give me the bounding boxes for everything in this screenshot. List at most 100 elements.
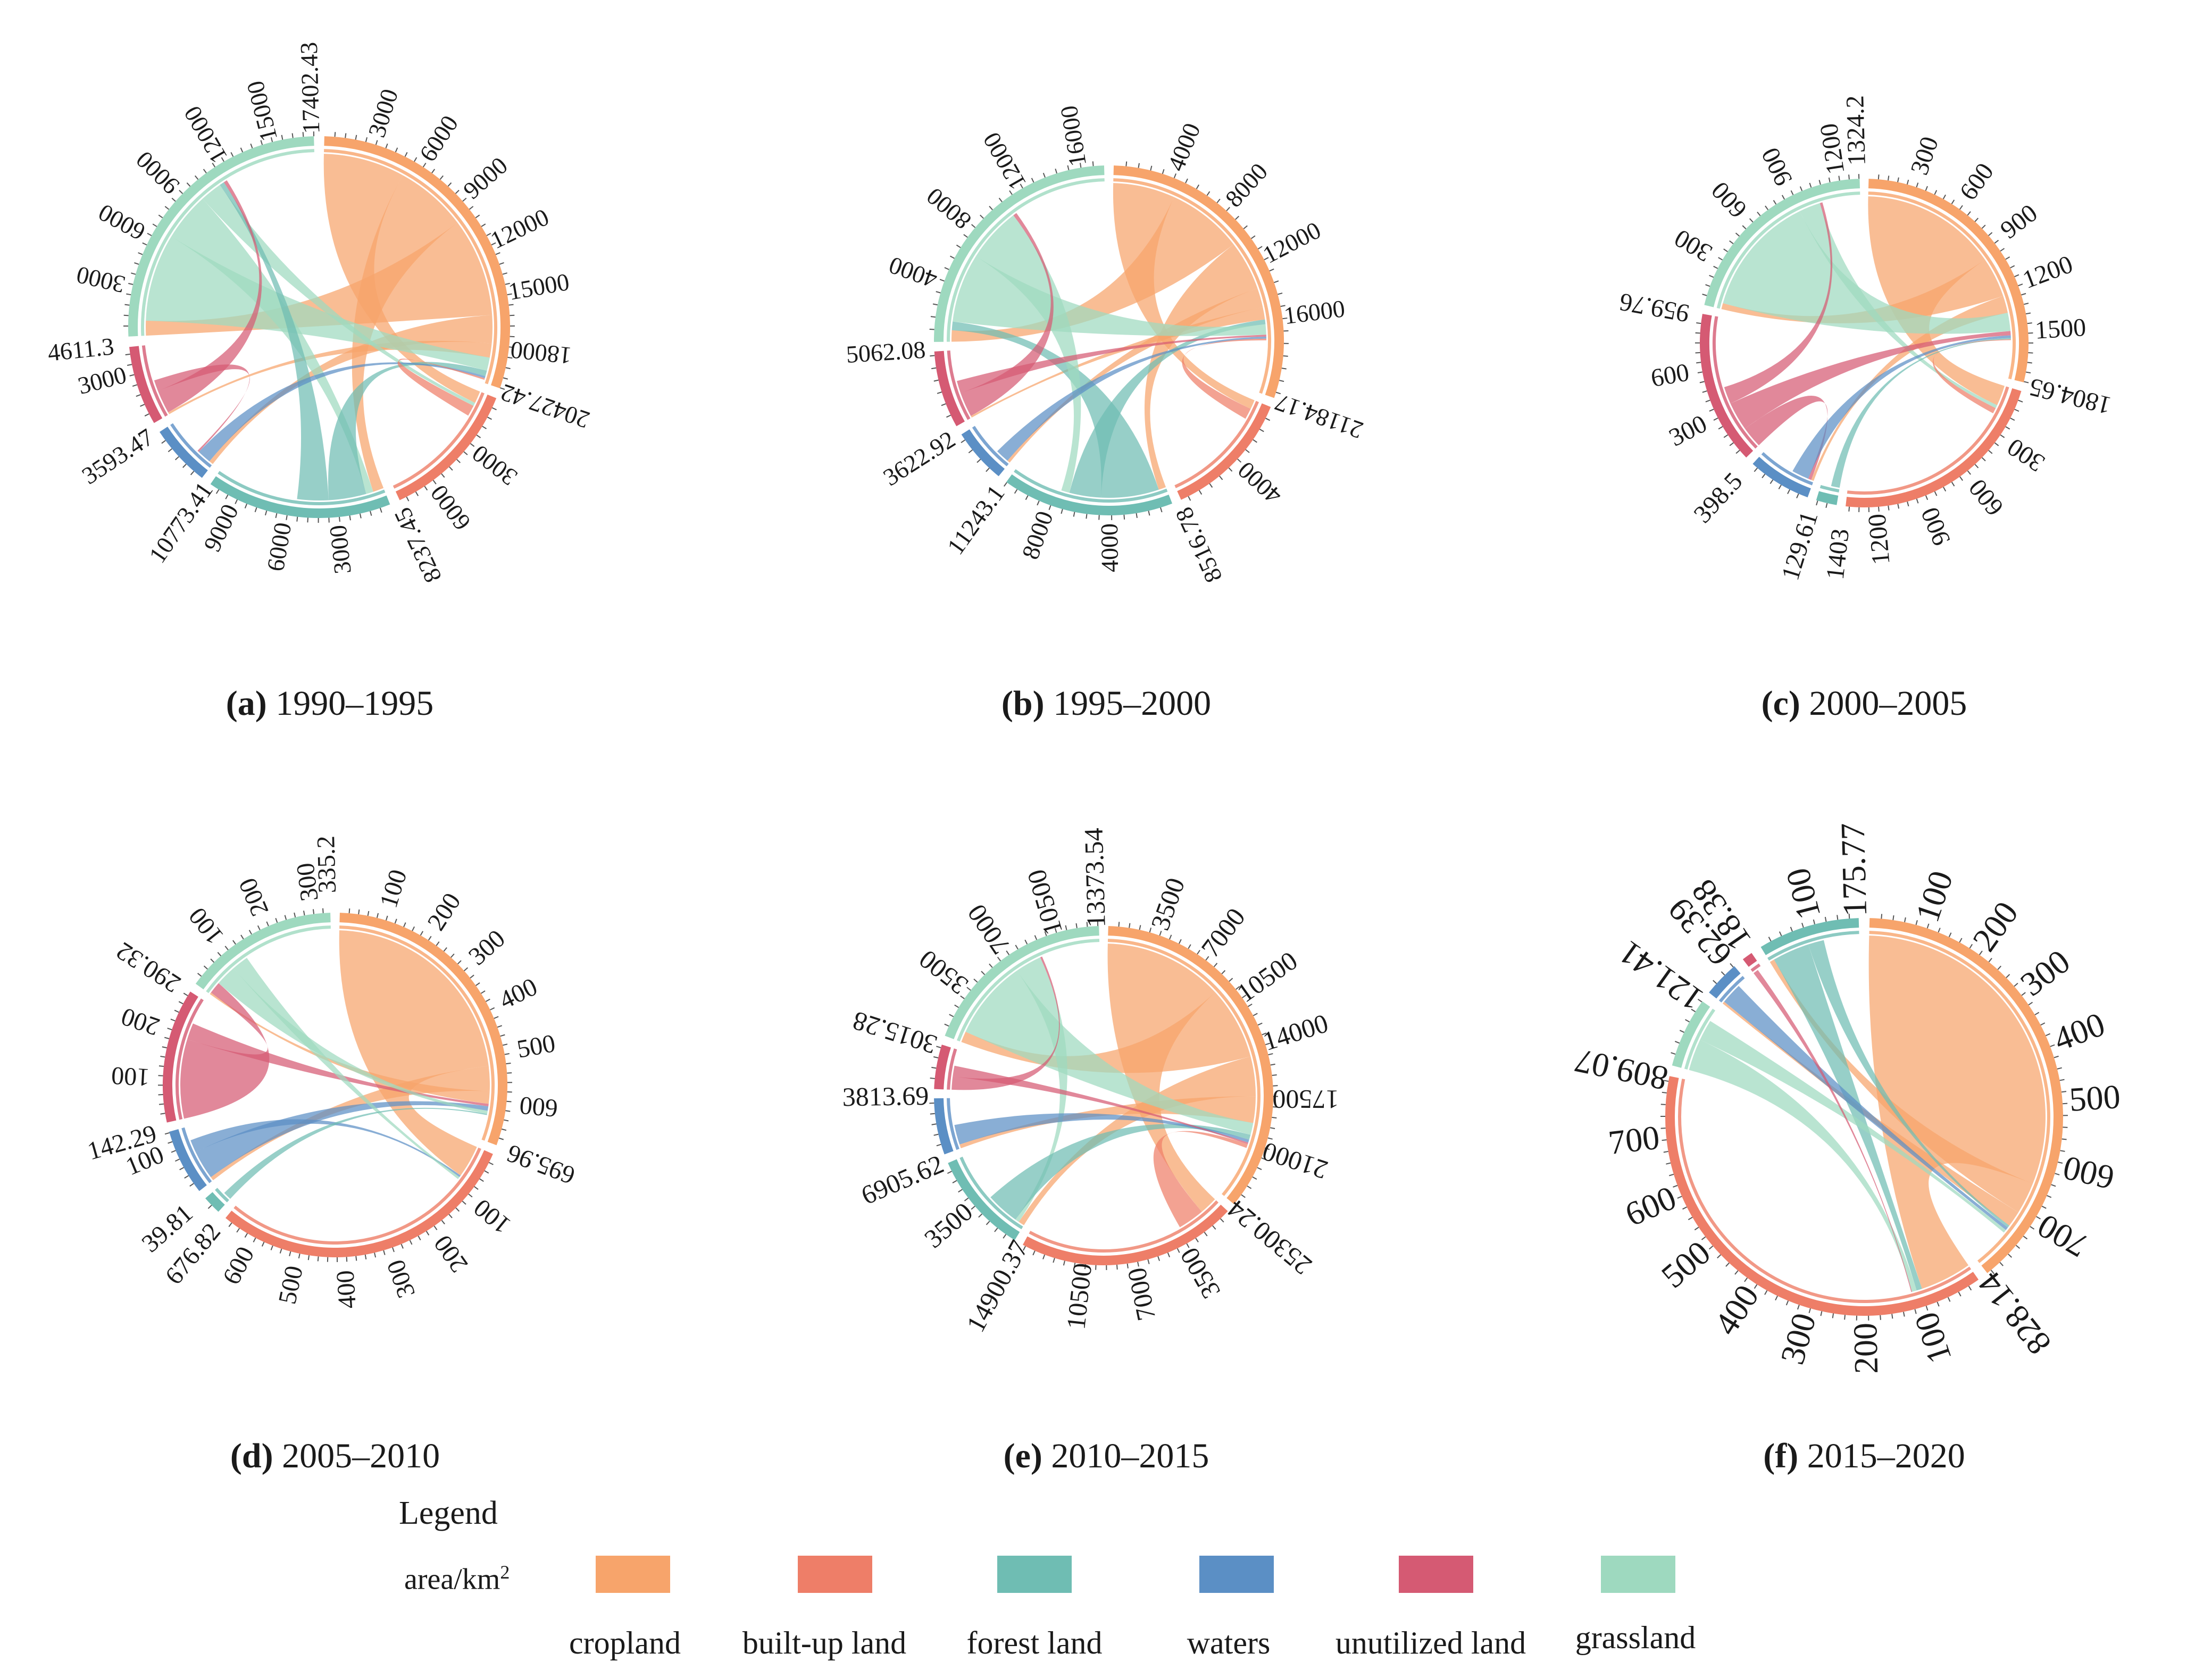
tick-forest-land bbox=[370, 511, 372, 516]
tick-cropland bbox=[1268, 1053, 1273, 1056]
tick-unutilized-land bbox=[1699, 381, 1705, 383]
tick-cropland bbox=[2030, 1226, 2035, 1230]
tick-built-up-land bbox=[1936, 1301, 1940, 1307]
arc-base-unutilized-land bbox=[1713, 316, 1758, 449]
tick-built-up-land bbox=[253, 1238, 256, 1242]
tick-unutilized-land bbox=[170, 1019, 176, 1022]
tick-label-cropland: 300 bbox=[463, 924, 511, 971]
tick-built-up-land bbox=[1994, 442, 1999, 446]
tick-unutilized-land bbox=[164, 1037, 170, 1039]
tick-label-grassland: 8000 bbox=[921, 182, 976, 235]
tick-built-up-land bbox=[228, 1222, 232, 1228]
tick-cropland bbox=[1243, 225, 1248, 229]
tick-forest-land bbox=[1825, 503, 1828, 508]
tick-grassland bbox=[1092, 161, 1094, 166]
tick-cropland bbox=[1897, 177, 1899, 182]
tick-label-cropland: 400 bbox=[2049, 1005, 2110, 1058]
tick-cropland bbox=[1159, 931, 1162, 936]
tick-grassland bbox=[929, 328, 934, 330]
tick-label-built-up-land: 500 bbox=[273, 1263, 308, 1306]
tick-label-cropland: 6000 bbox=[414, 111, 463, 166]
total-label-forest-land: 6905.62 bbox=[857, 1149, 948, 1211]
tick-waters bbox=[1787, 489, 1790, 494]
total-label-cropland: 828.14 bbox=[1971, 1265, 2058, 1362]
tick-cropland bbox=[2061, 1091, 2067, 1093]
tick-label-grassland: 3500 bbox=[913, 944, 973, 1000]
ribbon-forest-land-to-cropland bbox=[224, 1107, 487, 1199]
tick-grassland bbox=[1713, 265, 1718, 269]
tick-label-built-up-land: 600 bbox=[1620, 1179, 1681, 1233]
caption-c-letter: (c) bbox=[1761, 684, 1800, 723]
tick-grassland bbox=[981, 971, 986, 975]
tick-built-up-land bbox=[1708, 1245, 1714, 1250]
tick-cropland bbox=[2057, 1067, 2062, 1070]
tick-waters bbox=[1778, 485, 1782, 489]
tick-built-up-land bbox=[270, 1245, 273, 1250]
tick-grassland bbox=[230, 152, 234, 157]
total-label-forest-land: 11243.1 bbox=[942, 480, 1010, 560]
tick-built-up-land bbox=[1245, 449, 1250, 453]
tick-cropland bbox=[1904, 917, 1906, 923]
ribbon-cropland-to-waters bbox=[209, 315, 493, 464]
total-label-forest-land: 10773.41 bbox=[144, 477, 218, 568]
tick-cropland bbox=[345, 133, 347, 138]
tick-label-cropland: 8000 bbox=[1220, 158, 1273, 212]
tick-built-up-land bbox=[484, 1170, 489, 1174]
tick-forest-land bbox=[359, 513, 362, 519]
tick-waters bbox=[931, 1123, 937, 1125]
tick-unutilized-land bbox=[178, 1001, 183, 1005]
tick-label-built-up-land: 600 bbox=[1963, 474, 2009, 521]
tick-label-grassland: 200 bbox=[233, 874, 274, 920]
arc-base-built-up-land bbox=[233, 1147, 481, 1245]
total-label-waters: 3622.92 bbox=[878, 425, 959, 491]
tick-label-cropland: 100 bbox=[374, 866, 413, 911]
tick-forest-land bbox=[1061, 508, 1063, 514]
tick-grassland bbox=[232, 940, 236, 945]
tick-grassland bbox=[1757, 211, 1761, 216]
tick-built-up-land bbox=[482, 425, 487, 429]
tick-grassland bbox=[956, 244, 961, 248]
tick-cropland bbox=[2014, 274, 2019, 278]
total-label-built-up-land: 8516.78 bbox=[1170, 503, 1228, 587]
tick-built-up-land bbox=[1907, 501, 1909, 507]
tick-built-up-land bbox=[1212, 1225, 1216, 1230]
tick-cropland bbox=[394, 919, 397, 924]
ribbon-cropland-to-grassland bbox=[951, 197, 1234, 342]
caption-e-period: 2010–2015 bbox=[1051, 1437, 1209, 1475]
arc-forest-land bbox=[1760, 918, 1859, 955]
tick-unutilized-land bbox=[930, 1078, 935, 1079]
caption-c-period: 2000–2005 bbox=[1809, 684, 1967, 723]
tick-grassland bbox=[312, 909, 315, 914]
tick-built-up-land bbox=[1237, 458, 1242, 463]
tick-built-up-land bbox=[1259, 429, 1264, 432]
arc-unutilized-land bbox=[129, 346, 163, 423]
tick-grassland bbox=[980, 214, 984, 219]
arc-unutilized-land bbox=[1700, 314, 1754, 458]
tick-grassland bbox=[932, 303, 938, 306]
caption-a: (a) 1990–1995 bbox=[226, 683, 433, 724]
total-label-forest-land: 129.61 bbox=[1776, 508, 1823, 583]
tick-grassland bbox=[1009, 190, 1013, 195]
tick-forest-land bbox=[1160, 507, 1163, 513]
arc-base-unutilized-land bbox=[141, 345, 168, 417]
tick-built-up-land bbox=[1186, 1243, 1190, 1248]
tick-grassland bbox=[949, 1014, 954, 1017]
tick-built-up-land bbox=[2000, 434, 2005, 438]
tick-built-up-land bbox=[463, 451, 468, 455]
tick-cropland bbox=[495, 252, 500, 255]
arc-waters bbox=[1709, 966, 1741, 999]
tick-forest-land bbox=[275, 513, 278, 519]
tick-grassland bbox=[203, 169, 207, 173]
tick-cropland bbox=[1925, 186, 1928, 191]
tick-built-up-land bbox=[317, 1256, 319, 1262]
legend-unit-sup: 2 bbox=[500, 1562, 510, 1583]
tick-cropland bbox=[1264, 257, 1269, 261]
tick-cropland bbox=[2041, 1206, 2047, 1209]
total-label-built-up-land: 8237.45 bbox=[389, 504, 447, 587]
tick-grassland bbox=[275, 917, 278, 923]
tick-built-up-land bbox=[1023, 1246, 1026, 1251]
tick-cropland bbox=[1926, 923, 1930, 929]
tick-grassland bbox=[1697, 998, 1702, 1003]
tick-label-grassland: 6000 bbox=[94, 199, 149, 246]
tick-label-cropland: 300 bbox=[1905, 133, 1944, 178]
